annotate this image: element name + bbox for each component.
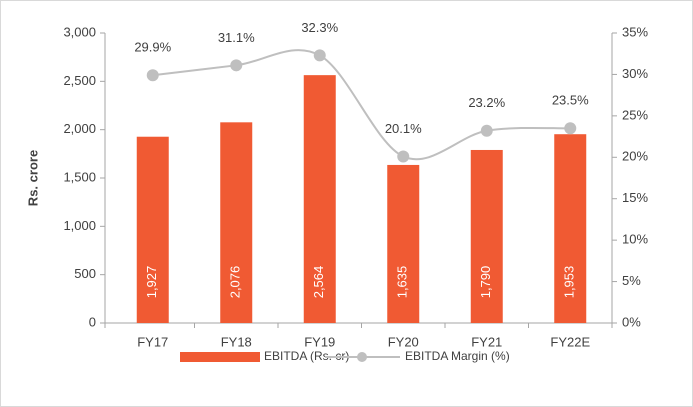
x-tick-label: FY19 bbox=[304, 334, 335, 349]
legend-label: EBITDA (Rs. cr) bbox=[264, 349, 349, 363]
x-tick-label: FY22E bbox=[550, 334, 590, 349]
y2-tick-label: 5% bbox=[622, 273, 641, 288]
legend-label: EBITDA Margin (%) bbox=[405, 349, 510, 363]
y2-tick-label: 10% bbox=[622, 232, 648, 247]
line-value-label: 23.2% bbox=[468, 95, 505, 110]
y-axis-label: Rs. crore bbox=[25, 150, 40, 206]
legend-swatch bbox=[357, 352, 367, 362]
y-tick-label: 1,000 bbox=[63, 218, 96, 233]
x-tick-label: FY17 bbox=[137, 334, 168, 349]
y-tick-label: 3,000 bbox=[63, 24, 96, 39]
x-tick-label: FY18 bbox=[221, 334, 252, 349]
bar bbox=[554, 134, 587, 323]
y2-tick-label: 30% bbox=[622, 66, 648, 81]
y-tick-label: 0 bbox=[89, 314, 96, 329]
y-tick-label: 2,500 bbox=[63, 73, 96, 88]
bar bbox=[387, 164, 420, 323]
bar bbox=[470, 149, 503, 323]
line-point bbox=[564, 122, 577, 135]
bar bbox=[303, 75, 336, 323]
x-tick-label: FY21 bbox=[471, 334, 502, 349]
line-value-label: 32.3% bbox=[301, 20, 338, 35]
bar-value-label: 1,953 bbox=[562, 266, 577, 299]
bar-value-label: 1,635 bbox=[395, 266, 410, 299]
y2-tick-label: 0% bbox=[622, 314, 641, 329]
y-tick-label: 2,000 bbox=[63, 121, 96, 136]
line-value-label: 29.9% bbox=[134, 40, 171, 55]
bar bbox=[220, 122, 253, 323]
y2-tick-label: 35% bbox=[622, 24, 648, 39]
y2-tick-label: 15% bbox=[622, 190, 648, 205]
line-point bbox=[146, 69, 159, 82]
bar bbox=[136, 136, 169, 323]
legend-swatch bbox=[180, 352, 260, 362]
line-point bbox=[397, 150, 410, 163]
line-value-label: 23.5% bbox=[552, 93, 589, 108]
line-value-label: 31.1% bbox=[218, 30, 255, 45]
bar-value-label: 1,790 bbox=[478, 266, 493, 299]
x-tick-label: FY20 bbox=[388, 334, 419, 349]
y2-tick-label: 25% bbox=[622, 107, 648, 122]
y-tick-label: 1,500 bbox=[63, 169, 96, 184]
y2-tick-label: 20% bbox=[622, 149, 648, 164]
line-value-label: 20.1% bbox=[385, 121, 422, 136]
bar-value-label: 2,076 bbox=[228, 266, 243, 299]
bar-value-label: 2,564 bbox=[311, 266, 326, 299]
line-point bbox=[480, 124, 493, 137]
bar-value-label: 1,927 bbox=[144, 266, 159, 299]
y-tick-label: 500 bbox=[74, 266, 96, 281]
line-point bbox=[230, 59, 243, 72]
line-point bbox=[313, 49, 326, 62]
